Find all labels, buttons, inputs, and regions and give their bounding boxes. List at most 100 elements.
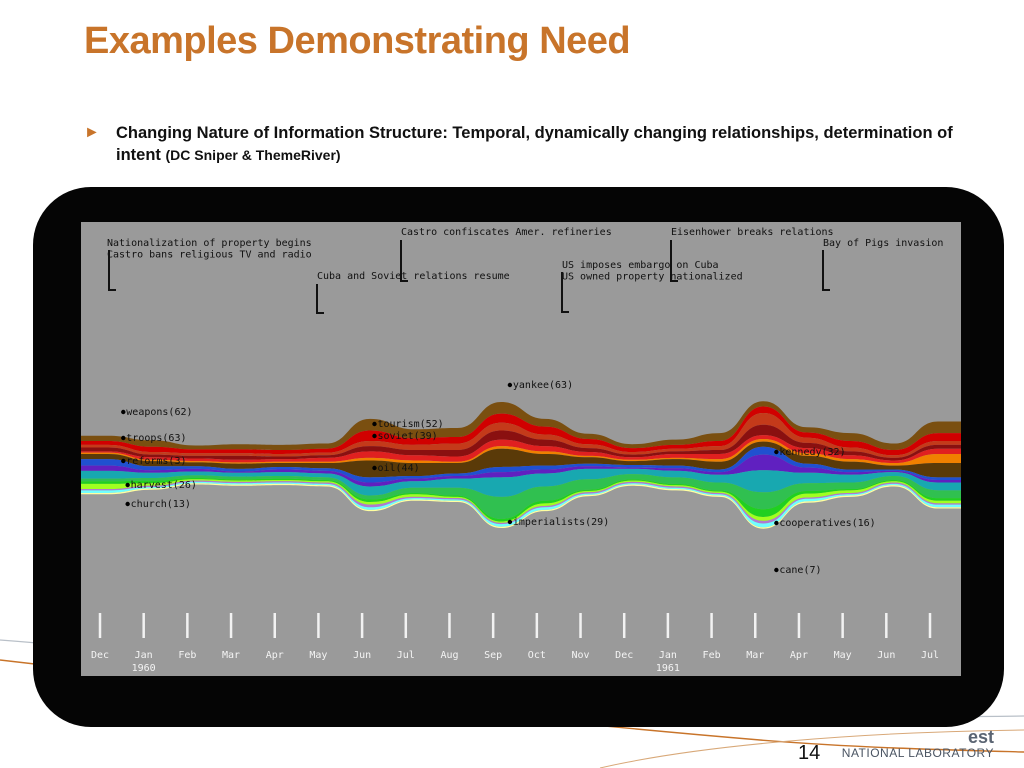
term-label: kennedy(32) [774,447,846,458]
themeriver-chart: Dec Jan Feb Mar Apr May Jun Jul Aug Sep Oct Nov Dec J… [81,222,961,676]
month-label: Jun [353,650,371,661]
month-label: Sep [484,650,502,661]
term-label: yankee(63) [507,380,573,391]
bullet-text: Changing Nature of Information Structure… [116,124,953,164]
event-marker [316,284,324,314]
page-number: 14 [798,742,821,764]
month-label: May [309,650,327,661]
event-text: Cuba and Soviet relations resume [317,271,510,282]
month-label: Feb [178,650,196,661]
term-text: church(13) [131,499,191,510]
stream-layer-1 [81,401,961,451]
stream-layer-13 [81,479,961,523]
term-label: oil(44) [372,463,420,474]
event-annotation-6: Bay of Pigs invasion [822,238,943,291]
event-text: US owned property nationalized [562,272,743,283]
event-annotation-3: Castro confiscates Amer. refineries [400,227,612,282]
event-text: Nationalization of property begins [107,238,312,249]
term-dot [774,567,779,573]
bullet-small-text: (DC Sniper & ThemeRiver) [165,147,341,163]
stream-layer-16 [81,483,961,529]
term-text: cooperatives(16) [779,518,875,529]
deco-line-3 [599,729,1024,768]
term-labels: weapons(62) troops(63) reforms(3) harvest(2… [121,380,876,576]
event-marker [822,250,830,291]
term-label: tourism(52) [372,419,444,430]
term-dot [125,482,130,488]
term-label: reforms(3) [121,456,187,467]
term-dot [125,501,130,507]
month-label: Jul [397,650,415,661]
term-dot [372,421,377,427]
stream-layer-7 [81,441,961,478]
month-label: Oct [528,650,546,661]
event-text: Bay of Pigs invasion [823,238,943,249]
event-marker [670,240,678,282]
bullet-arrow-icon: ► [84,124,100,141]
term-label: harvest(26) [125,480,197,491]
term-label: cane(7) [774,565,822,576]
event-text: Castro confiscates Amer. refineries [401,227,612,238]
bullet-item: ► Changing Nature of Information Structu… [84,122,984,166]
month-label: May [834,650,852,661]
month-label: Jan [659,650,677,661]
term-text: harvest(26) [131,480,197,491]
month-label: Jun [877,650,895,661]
term-dot [774,520,779,526]
stream-layer-12 [81,478,961,522]
event-text: Eisenhower breaks relations [671,227,834,238]
stream-layer-5 [81,435,961,464]
term-label: imperialists(29) [507,517,609,528]
month-label: Aug [440,650,458,661]
logo-lab-name: NATIONAL LABORATORY [841,746,994,760]
month-label: Dec [91,650,109,661]
term-dot [372,433,377,439]
event-text: Castro bans religious TV and radio [107,250,312,261]
term-text: soviet(39) [377,431,437,442]
slide-title: Examples Demonstrating Need [84,20,631,62]
event-annotations: Nationalization of property beginsCastro… [107,227,943,314]
event-marker [108,250,116,291]
term-dot [774,449,779,455]
stream-layer-15 [81,481,961,528]
stream-layer-4 [81,424,961,461]
term-dot [507,519,513,525]
term-label: cooperatives(16) [774,518,876,529]
term-label: soviet(39) [372,431,438,442]
term-text: imperialists(29) [513,517,609,528]
term-dot [121,435,126,441]
term-text: oil(44) [377,463,419,474]
stream-layer-6 [81,439,961,466]
stream-layer-14 [81,480,961,525]
bullet-text-block: Changing Nature of Information Structure… [116,122,984,166]
logo-text-fragment: est [967,727,994,747]
stream-layer-3 [81,413,961,458]
event-marker [400,240,408,282]
stream-layer-9 [81,454,961,487]
term-text: tourism(52) [377,419,443,430]
month-label: Jan [135,650,153,661]
term-dot [372,465,377,471]
term-text: yankee(63) [513,380,573,391]
month-label: Mar [746,650,764,661]
event-marker [561,272,569,313]
year-label: 1961 [656,663,680,674]
event-annotation-2: Cuba and Soviet relations resume [316,271,510,314]
month-label: Dec [615,650,633,661]
term-dot [121,409,126,415]
year-label: 1960 [132,663,156,674]
stream-layer-10 [81,468,961,497]
stream-layer-2 [81,406,961,456]
term-dot [507,382,513,388]
term-label: troops(63) [121,433,187,444]
time-axis: Dec Jan Feb Mar Apr May Jun Jul Aug Sep Oct Nov Dec J… [91,613,939,674]
event-annotation-5: Eisenhower breaks relations [670,227,834,282]
term-label: church(13) [125,499,191,510]
month-label: Jul [921,650,939,661]
term-text: cane(7) [779,565,821,576]
stream-layer-11 [81,474,961,519]
term-text: kennedy(32) [779,447,845,458]
term-text: reforms(3) [126,456,186,467]
stream-layers [81,401,961,529]
